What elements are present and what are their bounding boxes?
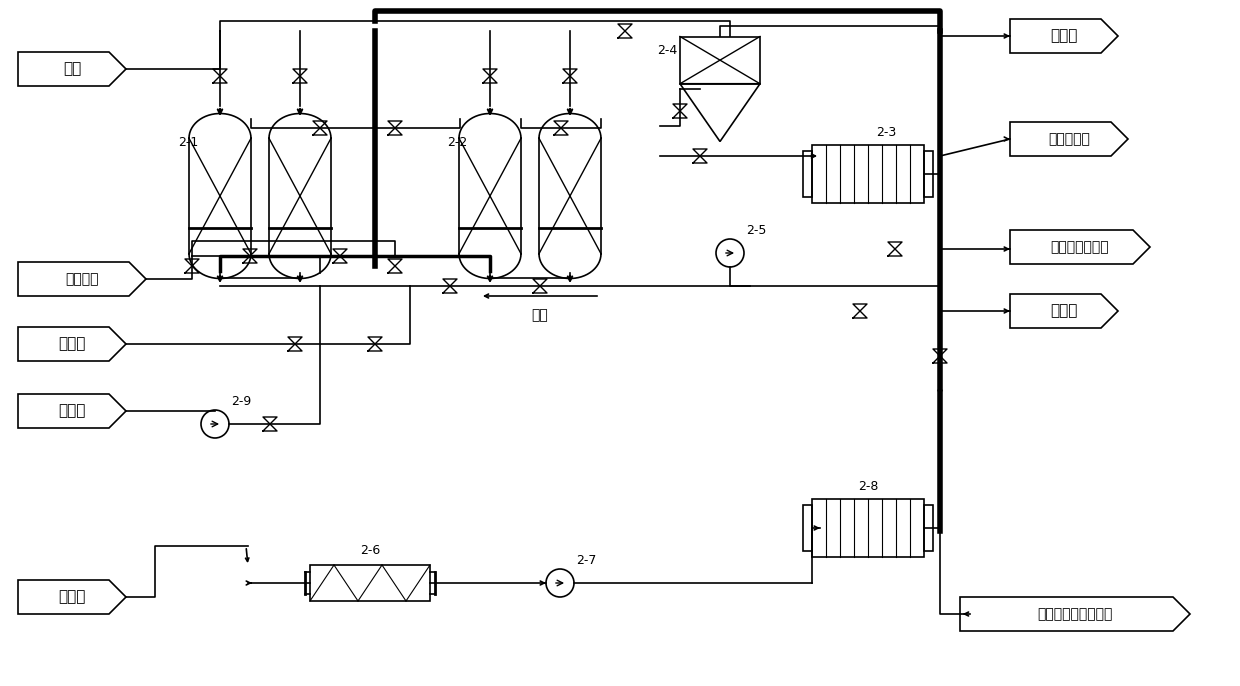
Text: 2-8: 2-8 <box>858 480 878 493</box>
Text: 2-7: 2-7 <box>577 554 596 567</box>
Text: 2-2: 2-2 <box>446 137 467 150</box>
Text: 沉淀剂: 沉淀剂 <box>58 589 86 604</box>
Text: 2-6: 2-6 <box>360 544 381 557</box>
Text: 压缩气体: 压缩气体 <box>66 272 99 286</box>
Text: 重金属滤饼回收利用: 重金属滤饼回收利用 <box>1038 607 1112 621</box>
Text: 2-9: 2-9 <box>231 395 252 408</box>
Bar <box>680 36 760 84</box>
Text: 去火炬: 去火炬 <box>1050 29 1078 43</box>
Bar <box>310 565 430 601</box>
Text: 再生剂: 再生剂 <box>58 403 86 418</box>
Text: 净化水: 净化水 <box>1050 303 1078 318</box>
Text: 2-5: 2-5 <box>746 224 766 237</box>
Text: 2-4: 2-4 <box>657 44 677 57</box>
Bar <box>804 151 812 197</box>
Text: 废水: 废水 <box>63 62 81 77</box>
Text: 回用: 回用 <box>532 308 548 322</box>
Bar <box>812 499 924 557</box>
Text: 去固废系统: 去固废系统 <box>1048 132 1090 146</box>
Text: 2-1: 2-1 <box>179 137 198 150</box>
Bar <box>924 151 932 197</box>
Text: 返回再生剂储罐: 返回再生剂储罐 <box>1050 240 1110 254</box>
Text: 2-3: 2-3 <box>875 126 897 139</box>
Bar <box>924 505 932 551</box>
Bar <box>812 145 924 203</box>
Text: 萃洗剂: 萃洗剂 <box>58 337 86 351</box>
Bar <box>804 505 812 551</box>
